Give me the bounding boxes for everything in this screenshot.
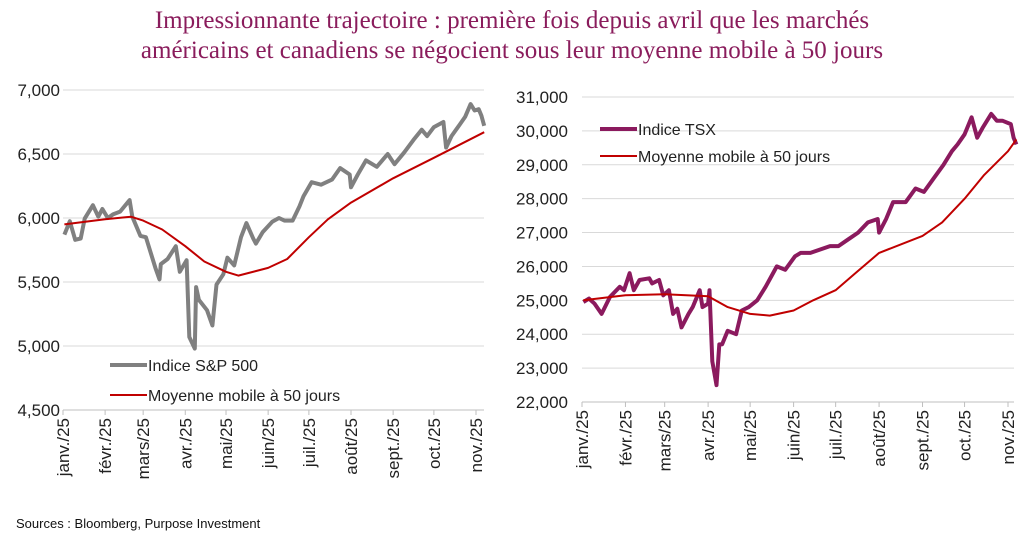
x-tick-label: avr./25 <box>699 410 718 461</box>
y-tick-label: 5,500 <box>17 273 60 292</box>
x-tick-label: févr./25 <box>616 410 635 466</box>
legend-label: Indice S&P 500 <box>148 358 258 375</box>
series-line-index <box>62 102 487 351</box>
x-tick-label: nov./25 <box>467 418 486 473</box>
x-tick-label: juin/25 <box>259 418 278 469</box>
chart-tsx: 31,000 30,000 29,000 28,000 27,000 26,000 25,0… <box>516 88 1019 471</box>
legend-label: Moyenne mobile à 50 jours <box>148 388 340 405</box>
x-tick-label: janv./25 <box>54 418 73 477</box>
legend-label: Moyenne mobile à 50 jours <box>638 149 830 166</box>
series-line-index <box>582 111 1019 388</box>
y-tick-label: 6,000 <box>17 209 60 228</box>
x-tick-label: oct./25 <box>956 410 975 461</box>
y-tick-label: 7,000 <box>17 81 60 100</box>
y-tick-label: 22,000 <box>516 393 568 412</box>
x-tick-label: sept./25 <box>914 410 933 471</box>
y-tick-label: 27,000 <box>516 224 568 243</box>
y-tick-label: 25,000 <box>516 291 568 310</box>
y-tick-label: 23,000 <box>516 359 568 378</box>
legend-label: Indice TSX <box>638 122 716 139</box>
y-tick-label: 6,500 <box>17 145 60 164</box>
source-note: Sources : Bloomberg, Purpose Investment <box>16 516 261 531</box>
y-tick-label: 4,500 <box>17 401 60 420</box>
x-tick-label: mars/25 <box>656 410 675 471</box>
y-tick-label: 31,000 <box>516 88 568 107</box>
x-tick-label: avr./25 <box>176 418 195 469</box>
chart-title: Impressionnante trajectoire : première f… <box>0 6 1024 66</box>
y-tick-label: 5,000 <box>17 337 60 356</box>
x-tick-label: oct./25 <box>425 418 444 469</box>
y-tick-label: 30,000 <box>516 122 568 141</box>
y-tick-label: 28,000 <box>516 190 568 209</box>
x-tick-label: juil./25 <box>300 418 319 468</box>
x-tick-label: juin/25 <box>785 410 804 461</box>
x-tick-label: sept./25 <box>384 418 403 479</box>
x-tick-label: juil./25 <box>827 410 846 460</box>
y-tick-label: 26,000 <box>516 257 568 276</box>
x-tick-label: août/25 <box>870 410 889 467</box>
x-tick-label: mai/25 <box>741 410 760 461</box>
x-tick-label: janv./25 <box>573 410 592 469</box>
title-line-2: américains et canadiens se négocient sou… <box>140 37 884 64</box>
x-tick-label: nov./25 <box>999 410 1018 465</box>
y-tick-label: 24,000 <box>516 325 568 344</box>
title-line-1: Impressionnante trajectoire : première f… <box>154 7 870 34</box>
series-line-moving-average <box>583 138 1018 317</box>
x-tick-label: août/25 <box>342 418 361 475</box>
x-tick-label: févr./25 <box>96 418 115 474</box>
y-tick-label: 29,000 <box>516 156 568 175</box>
x-tick-label: mars/25 <box>134 418 153 479</box>
x-tick-label: mai/25 <box>217 418 236 469</box>
series-line-moving-average <box>64 131 485 277</box>
